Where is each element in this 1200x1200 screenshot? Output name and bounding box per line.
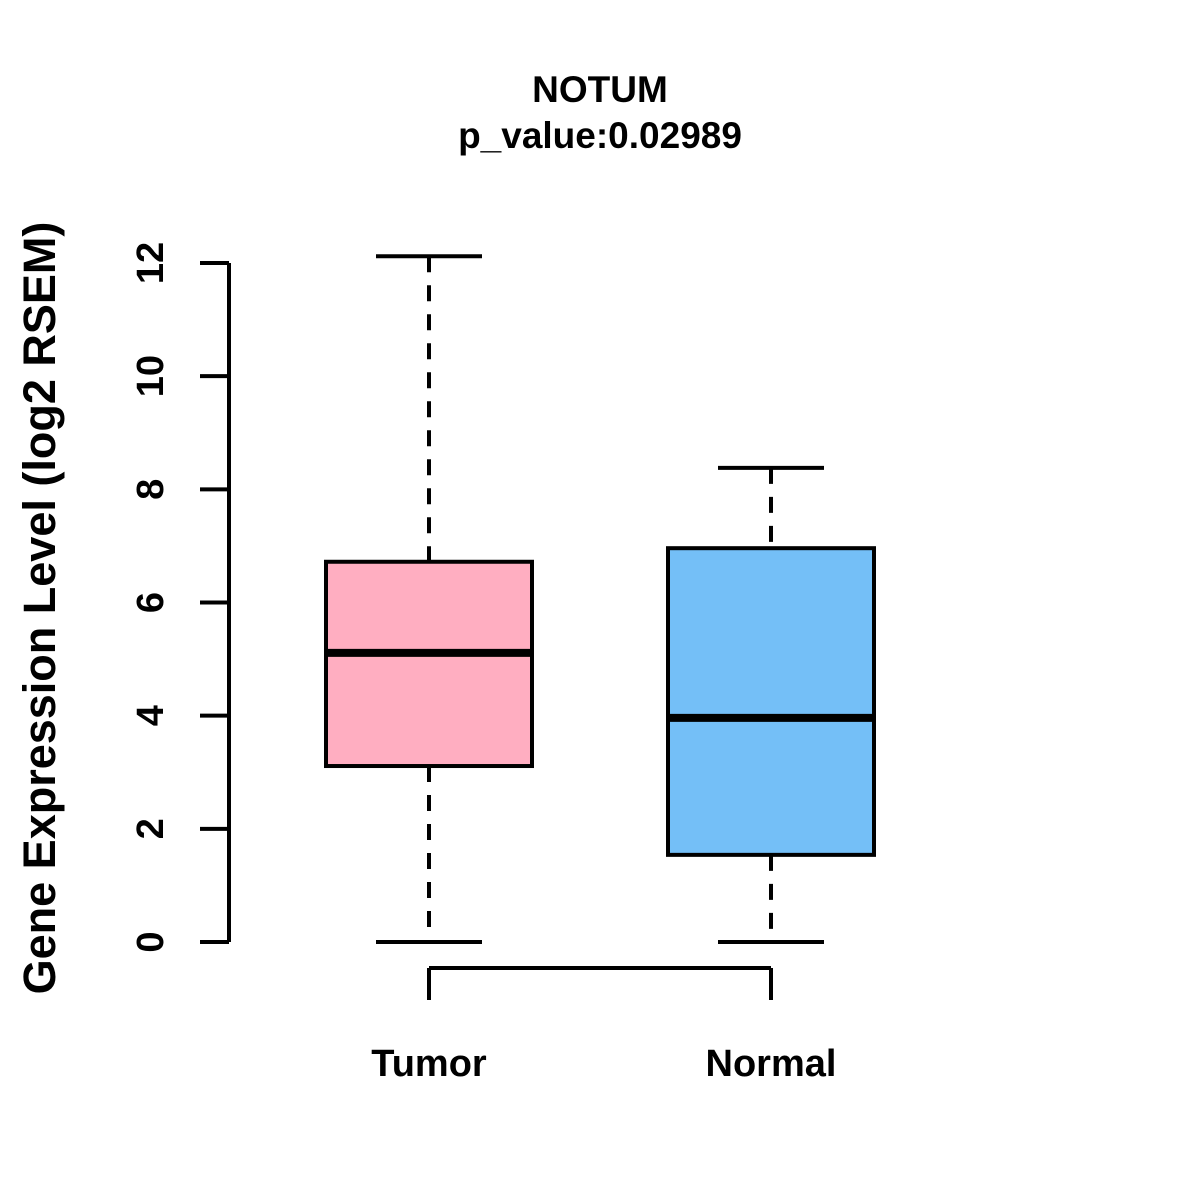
box-group-normal (666, 465, 876, 944)
chart-title: NOTUM (532, 69, 668, 110)
y-tick-label: 10 (130, 355, 172, 397)
y-tick-label: 2 (130, 818, 172, 839)
box-group-tumor (324, 254, 534, 944)
iqr-box (666, 546, 876, 857)
y-tick-label: 6 (130, 592, 172, 613)
x-axis: Tumor Normal (371, 966, 837, 1085)
y-tick-label: 12 (130, 242, 172, 284)
y-tick-label: 4 (130, 705, 172, 726)
y-axis: 0 2 4 6 8 10 12 (130, 242, 231, 953)
iqr-box (324, 559, 534, 769)
y-tick-label: 8 (130, 479, 172, 500)
x-category-label-normal: Normal (706, 1043, 837, 1085)
chart-subtitle: p_value:0.02989 (458, 115, 742, 156)
y-tick-label: 0 (130, 931, 172, 952)
x-category-label-tumor: Tumor (371, 1043, 487, 1085)
